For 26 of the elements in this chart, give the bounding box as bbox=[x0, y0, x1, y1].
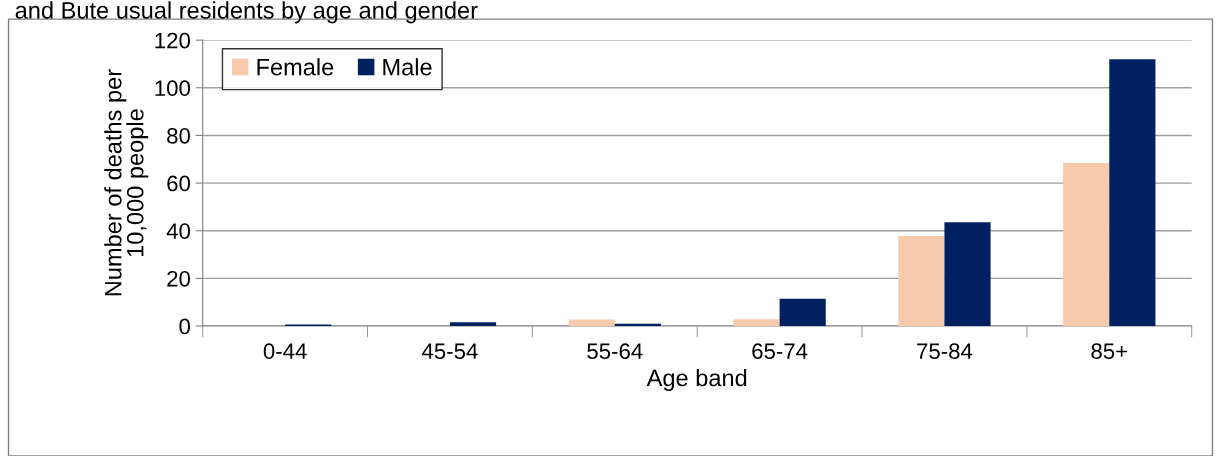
x-tick-label: 0-44 bbox=[263, 343, 307, 360]
x-tick-label: 85+ bbox=[1091, 343, 1128, 360]
bar bbox=[944, 222, 991, 327]
bar bbox=[779, 298, 826, 327]
y-tick-label: 0 bbox=[179, 318, 191, 335]
bar bbox=[733, 319, 780, 327]
bar bbox=[1109, 59, 1156, 327]
x-tick-label: 45-54 bbox=[422, 343, 478, 360]
bar bbox=[568, 319, 615, 327]
x-tick-label: 75-84 bbox=[917, 343, 973, 360]
legend-label: Female bbox=[257, 58, 334, 76]
bar bbox=[898, 235, 945, 327]
x-tick-label: 65-74 bbox=[752, 343, 808, 360]
y-tick-label: 80 bbox=[167, 127, 191, 144]
y-tick-label: 100 bbox=[155, 80, 191, 97]
bar bbox=[449, 322, 497, 327]
y-tick-label: 20 bbox=[167, 270, 191, 287]
y-tick-label: 60 bbox=[167, 175, 191, 192]
x-tick-label: 55-64 bbox=[587, 343, 643, 360]
x-axis-title: Age band bbox=[646, 368, 747, 391]
y-axis-title: Number of deaths per 10,000 people bbox=[104, 69, 149, 296]
y-tick-label: 40 bbox=[166, 223, 191, 240]
y-tick-label: 120 bbox=[155, 32, 191, 49]
bar bbox=[1063, 163, 1110, 327]
chart-title: and Bute usual residents by age and gender bbox=[15, 1, 478, 24]
legend-label: Male bbox=[383, 58, 432, 76]
